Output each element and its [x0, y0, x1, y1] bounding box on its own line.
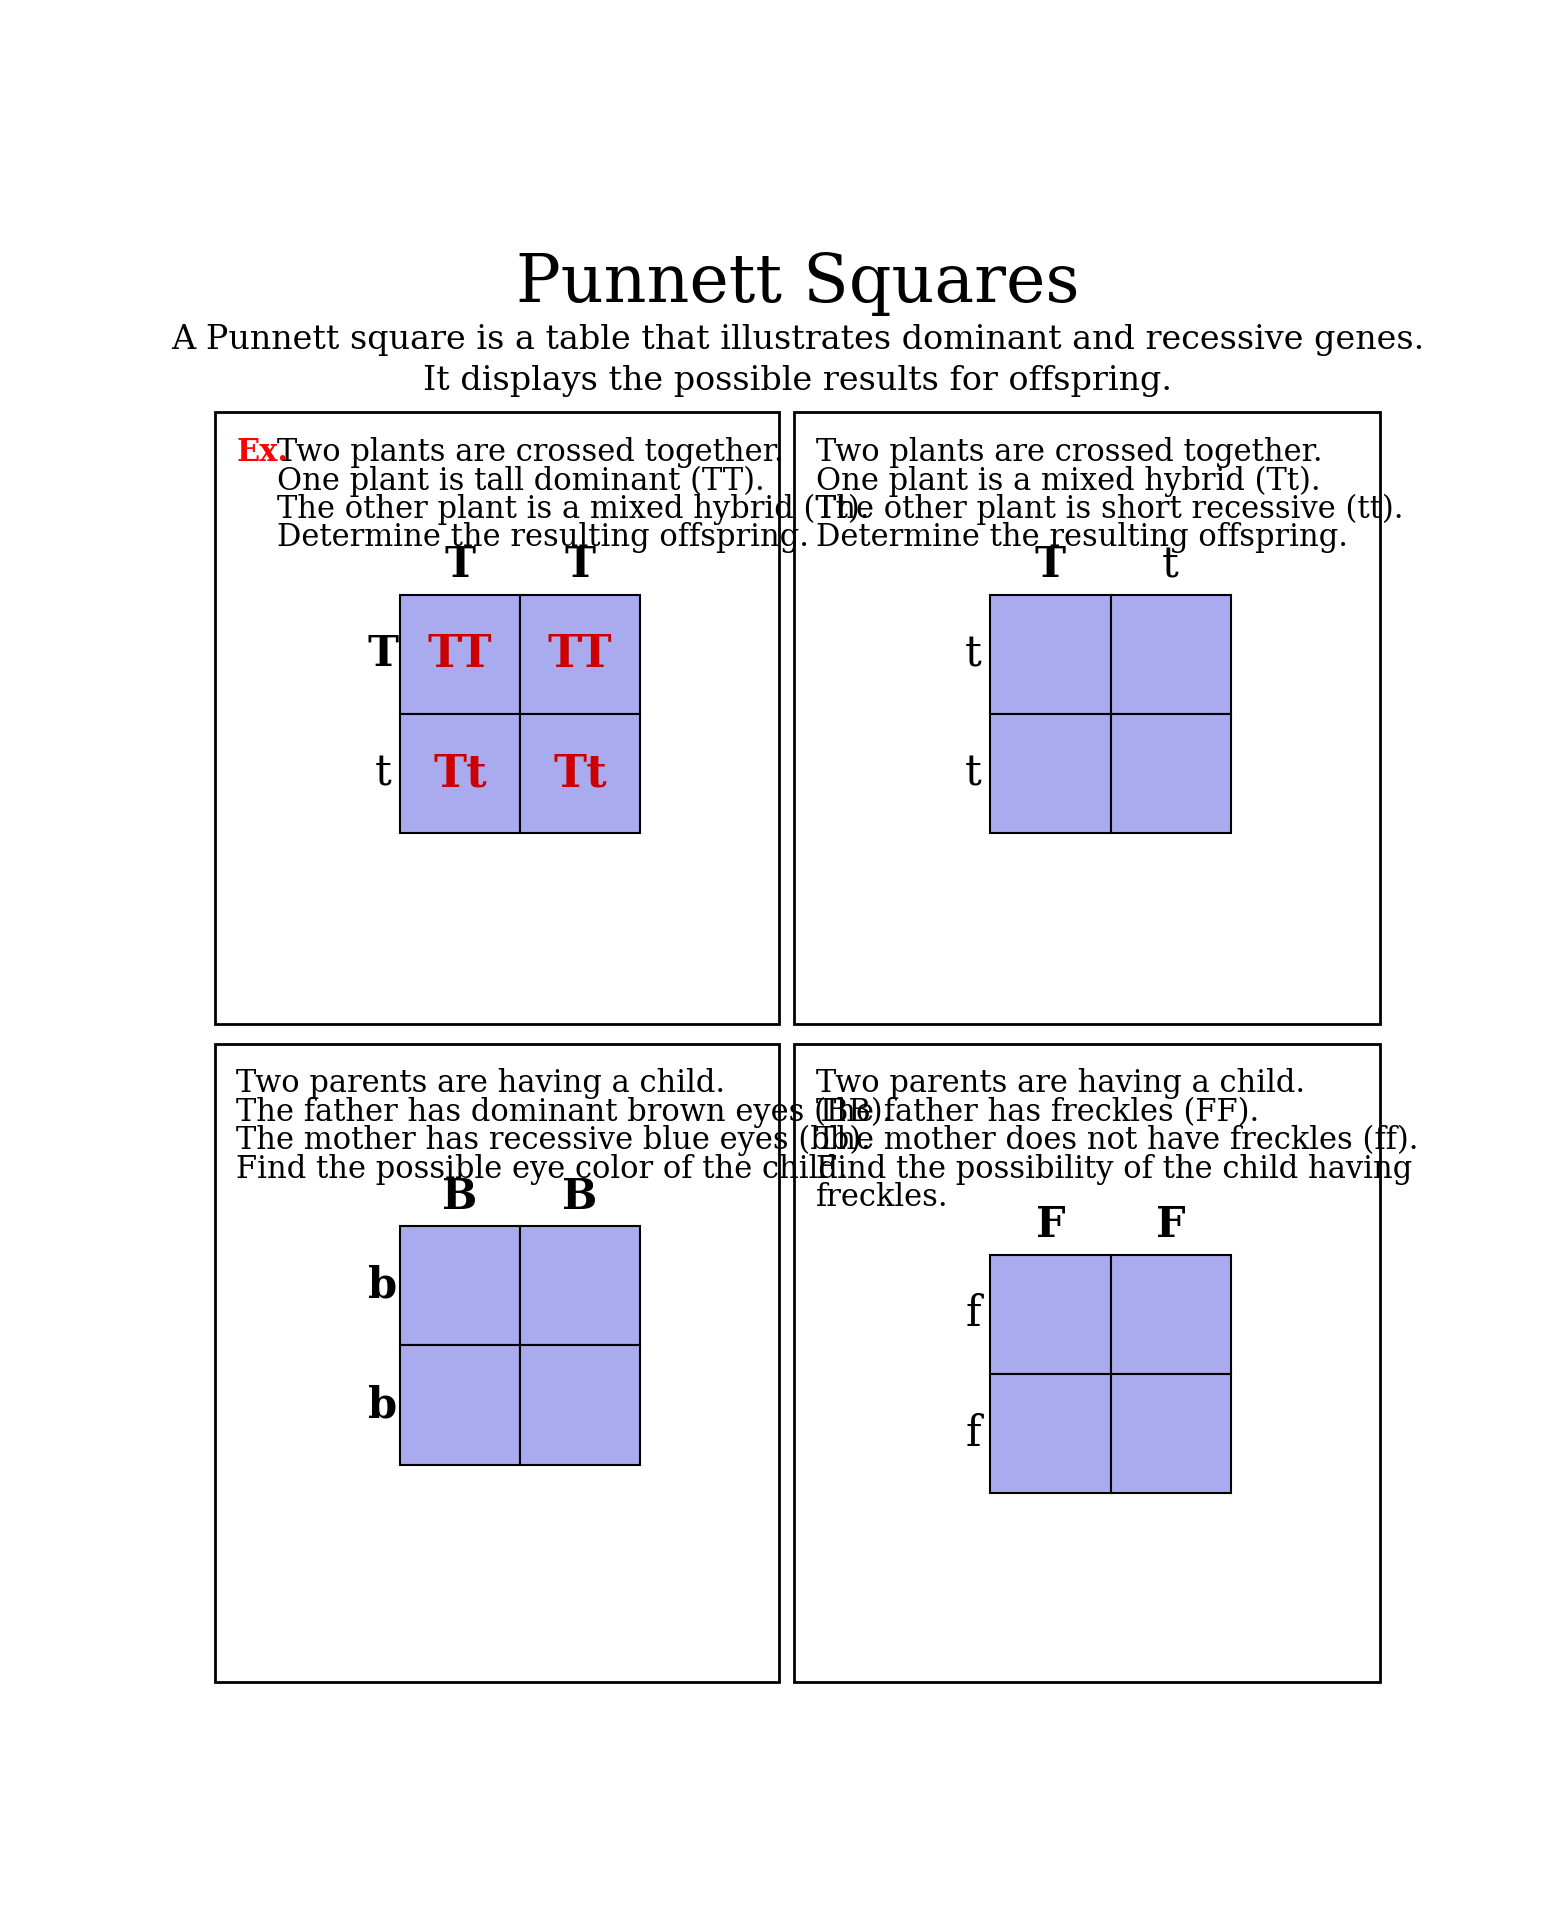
- Text: The mother has recessive blue eyes (bb).: The mother has recessive blue eyes (bb).: [237, 1125, 871, 1156]
- Text: Two parents are having a child.: Two parents are having a child.: [237, 1068, 725, 1098]
- Bar: [795, 413, 1380, 1023]
- Text: The other plant is a mixed hybrid (Tt).: The other plant is a mixed hybrid (Tt).: [277, 493, 870, 524]
- Bar: [400, 1227, 520, 1346]
- Text: B: B: [442, 1175, 478, 1217]
- Text: F: F: [1036, 1204, 1066, 1246]
- Text: T: T: [367, 634, 398, 676]
- Text: One plant is a mixed hybrid (Tt).: One plant is a mixed hybrid (Tt).: [815, 465, 1321, 497]
- Bar: [1111, 714, 1231, 833]
- Bar: [520, 714, 640, 833]
- Text: Punnett Squares: Punnett Squares: [515, 252, 1080, 317]
- Bar: [520, 1227, 640, 1346]
- Bar: [1111, 1375, 1231, 1494]
- Text: Ex.: Ex.: [237, 438, 288, 468]
- Bar: [215, 413, 780, 1023]
- Bar: [400, 1346, 520, 1465]
- Bar: [1111, 595, 1231, 714]
- Bar: [520, 1346, 640, 1465]
- Text: T: T: [445, 545, 476, 586]
- Text: Two plants are crossed together.: Two plants are crossed together.: [815, 438, 1323, 468]
- Text: Find the possibility of the child having: Find the possibility of the child having: [815, 1154, 1413, 1185]
- Bar: [991, 595, 1111, 714]
- Text: t: t: [965, 753, 982, 795]
- Text: The father has freckles (FF).: The father has freckles (FF).: [815, 1096, 1259, 1127]
- Text: Two plants are crossed together.: Two plants are crossed together.: [277, 438, 783, 468]
- Bar: [991, 714, 1111, 833]
- Text: b: b: [369, 1265, 397, 1308]
- Text: T: T: [565, 545, 596, 586]
- Text: F: F: [1156, 1204, 1186, 1246]
- Text: t: t: [965, 634, 982, 676]
- Text: T: T: [1035, 545, 1066, 586]
- Bar: [1111, 1254, 1231, 1375]
- Bar: [400, 595, 520, 714]
- Text: B: B: [562, 1175, 598, 1217]
- Text: Tt: Tt: [433, 753, 487, 795]
- Text: One plant is tall dominant (TT).: One plant is tall dominant (TT).: [277, 465, 764, 497]
- Text: Determine the resulting offspring.: Determine the resulting offspring.: [277, 522, 809, 553]
- Bar: [795, 1044, 1380, 1682]
- Bar: [215, 1044, 780, 1682]
- Text: t: t: [1162, 545, 1179, 586]
- Text: Two parents are having a child.: Two parents are having a child.: [815, 1068, 1305, 1098]
- Bar: [991, 1254, 1111, 1375]
- Text: The father has dominant brown eyes (BB).: The father has dominant brown eyes (BB).: [237, 1096, 893, 1127]
- Text: A Punnett square is a table that illustrates dominant and recessive genes.: A Punnett square is a table that illustr…: [171, 324, 1424, 355]
- Text: freckles.: freckles.: [815, 1183, 949, 1213]
- Text: The other plant is short recessive (tt).: The other plant is short recessive (tt).: [815, 493, 1404, 524]
- Text: t: t: [375, 753, 391, 795]
- Text: b: b: [369, 1384, 397, 1427]
- Text: It displays the possible results for offspring.: It displays the possible results for off…: [423, 365, 1172, 397]
- Text: The mother does not have freckles (ff).: The mother does not have freckles (ff).: [815, 1125, 1419, 1156]
- Text: Tt: Tt: [554, 753, 607, 795]
- Text: Determine the resulting offspring.: Determine the resulting offspring.: [815, 522, 1347, 553]
- Bar: [991, 1375, 1111, 1494]
- Text: f: f: [966, 1294, 982, 1334]
- Bar: [400, 714, 520, 833]
- Text: TT: TT: [428, 634, 492, 676]
- Bar: [520, 595, 640, 714]
- Text: f: f: [966, 1413, 982, 1455]
- Text: TT: TT: [548, 634, 613, 676]
- Text: Find the possible eye color of the child.: Find the possible eye color of the child…: [237, 1154, 848, 1185]
